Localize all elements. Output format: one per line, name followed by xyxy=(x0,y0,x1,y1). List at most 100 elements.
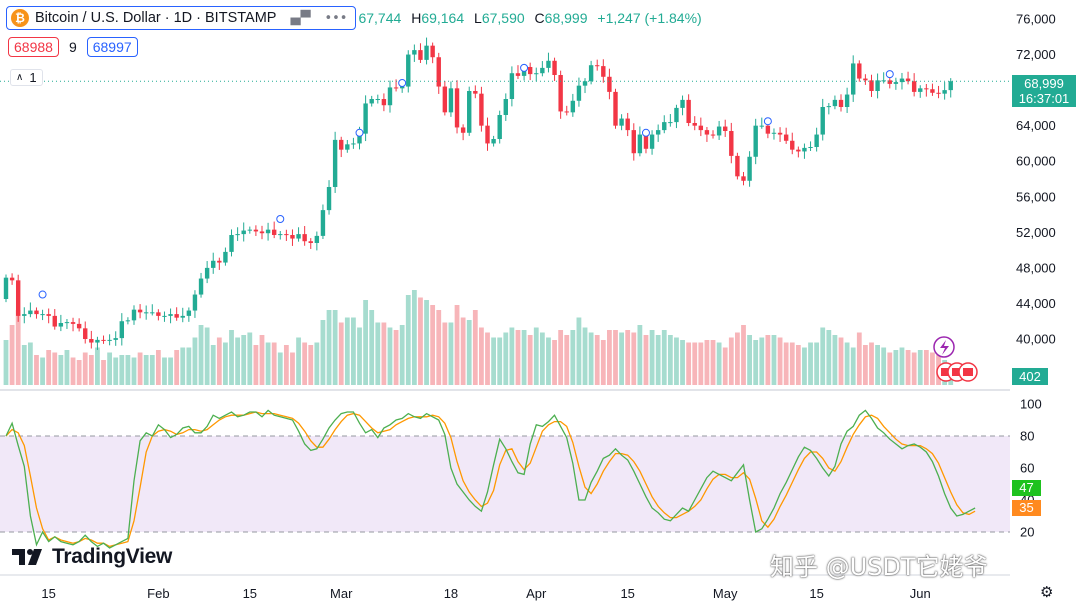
candle xyxy=(576,85,582,101)
bar-countdown: 16:37:01 xyxy=(1018,91,1070,106)
volume-bar xyxy=(826,330,832,385)
volume-bar xyxy=(88,355,94,385)
candle xyxy=(296,234,301,239)
volume-bar xyxy=(52,352,58,385)
volume-bar xyxy=(917,350,923,385)
ohlc-values: 67,744 H69,164 L67,590 C68,999 +1,247 (+… xyxy=(358,10,702,26)
volume-bar xyxy=(479,327,484,385)
volume-bar xyxy=(247,332,253,385)
candle xyxy=(345,144,350,150)
time-tick-label: 18 xyxy=(444,586,458,601)
candle xyxy=(546,60,551,68)
open-value: 67,744 xyxy=(358,10,402,26)
time-tick-label: Mar xyxy=(330,586,353,601)
volume-bar xyxy=(472,310,478,385)
candle xyxy=(741,176,746,181)
time-tick-label: 15 xyxy=(41,586,55,601)
volume-bar xyxy=(21,345,27,385)
volume-bar xyxy=(253,345,259,385)
candle xyxy=(357,133,362,144)
volume-bar xyxy=(869,342,874,385)
candle xyxy=(765,125,771,134)
volume-bar xyxy=(558,330,564,385)
candle xyxy=(314,235,320,243)
us-flag-icon xyxy=(963,368,973,376)
candle xyxy=(509,73,515,99)
candle xyxy=(534,73,539,75)
volume-bar xyxy=(588,332,594,385)
candle xyxy=(174,314,179,318)
candle xyxy=(460,127,466,133)
candle xyxy=(143,312,149,314)
candle xyxy=(46,314,51,316)
candle xyxy=(162,315,167,317)
volume-bar xyxy=(34,355,39,385)
us-flag-icon xyxy=(941,368,951,376)
volume-bar xyxy=(698,342,704,385)
volume-bar xyxy=(564,335,570,385)
indicator-toggle[interactable]: ∧ 1 xyxy=(10,69,43,86)
volume-bar xyxy=(137,352,143,385)
candle xyxy=(582,81,588,86)
candle xyxy=(503,99,508,115)
rsi-d-tag: 35 xyxy=(1012,500,1041,516)
candle xyxy=(326,187,332,211)
candle xyxy=(875,80,880,91)
volume-bar xyxy=(338,322,344,385)
volume-bar xyxy=(643,335,649,385)
volume-bar xyxy=(332,310,338,385)
volume-bar xyxy=(576,317,582,385)
candle xyxy=(467,91,472,133)
candle xyxy=(479,93,484,126)
candle xyxy=(436,57,441,87)
volume-bar xyxy=(509,327,515,385)
candle xyxy=(527,67,533,75)
lightning-icon xyxy=(940,340,949,355)
candle xyxy=(95,339,100,343)
chart-type-icon[interactable]: ▄▀ xyxy=(290,10,311,26)
sell-button[interactable]: 68988 xyxy=(8,37,59,57)
volume-bar xyxy=(552,340,557,385)
candle xyxy=(284,234,289,236)
tradingview-logo[interactable]: TradingView xyxy=(12,545,172,569)
candle xyxy=(399,86,405,89)
volume-bar xyxy=(405,295,411,385)
candle xyxy=(637,134,643,154)
candle xyxy=(668,122,673,124)
candle xyxy=(375,99,380,100)
volume-bar xyxy=(844,342,850,385)
candle xyxy=(381,99,387,106)
candle xyxy=(119,321,125,339)
volume-bar xyxy=(27,342,33,385)
candle xyxy=(893,82,899,84)
volume-bar xyxy=(131,357,137,385)
volume-bar xyxy=(661,330,667,385)
volume-bar xyxy=(399,325,405,385)
candle xyxy=(802,147,807,152)
candle xyxy=(619,118,624,126)
candle xyxy=(844,94,850,107)
candle xyxy=(217,260,222,263)
more-icon[interactable]: ••• xyxy=(324,10,348,26)
buy-button[interactable]: 68997 xyxy=(86,37,138,57)
volume-bar xyxy=(259,335,265,385)
volume-bar xyxy=(905,350,911,385)
candle xyxy=(905,78,911,82)
candle xyxy=(101,339,106,341)
settings-icon[interactable]: ⚙ xyxy=(1040,583,1054,601)
symbol-title: Bitcoin / U.S. Dollar · 1D · BITSTAMP xyxy=(35,10,277,26)
last-price-tag: 68,999 16:37:01 xyxy=(1012,75,1076,107)
volume-bar xyxy=(344,317,350,385)
volume-bar xyxy=(765,335,771,385)
volume-bar xyxy=(119,355,125,385)
candle xyxy=(729,131,734,156)
volume-bar xyxy=(814,342,820,385)
symbol-selector[interactable]: ₿ Bitcoin / U.S. Dollar · 1D · BITSTAMP … xyxy=(6,6,357,30)
candle xyxy=(899,78,905,83)
candle xyxy=(918,88,923,92)
volume-bar xyxy=(9,325,15,385)
candle xyxy=(851,63,856,95)
volume-bar xyxy=(735,332,740,385)
candle xyxy=(607,76,612,92)
